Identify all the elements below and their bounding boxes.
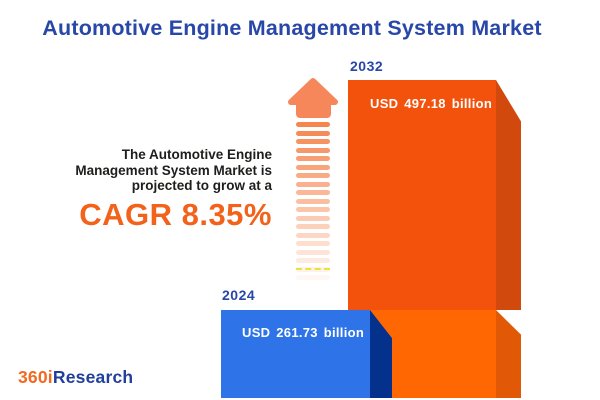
arrow-stripe	[296, 173, 330, 178]
logo-prefix: 360i	[18, 367, 53, 387]
arrow-stripe	[296, 164, 330, 170]
annotation-line-1: The Automotive Engine	[121, 147, 272, 162]
bar-2024-year-label: 2024	[222, 287, 256, 303]
bar-2024-value-label: USD 261.73 billion	[242, 325, 365, 340]
arrow-stripe	[296, 147, 330, 153]
bar-2032-value-label: USD 497.18 billion	[370, 96, 493, 111]
bar-2032-year-label: 2032	[350, 58, 384, 74]
bar-2032-bevel-top	[496, 80, 521, 310]
arrow-stripe	[296, 215, 330, 221]
arrow-stripe	[296, 207, 330, 212]
arrow-stripe	[296, 122, 330, 127]
arrow-stripe	[296, 249, 330, 255]
arrow-stripe	[296, 190, 330, 195]
company-logo: 360iResearch	[18, 367, 133, 388]
growth-arrow-icon	[287, 77, 339, 292]
dashed-guide-line	[296, 268, 330, 270]
logo-suffix: Research	[52, 367, 134, 387]
arrow-stripe	[296, 232, 330, 238]
page-title: Automotive Engine Management System Mark…	[42, 16, 542, 40]
annotation-line-3: projected to grow at a	[131, 178, 272, 193]
cagr-value: CAGR 8.35%	[79, 196, 272, 232]
arrow-stripe	[296, 224, 330, 229]
arrow-stripe	[296, 258, 330, 263]
arrow-stripe	[296, 130, 330, 136]
growth-annotation: The Automotive Engine Management System …	[75, 147, 272, 231]
arrow-stripe	[296, 198, 330, 204]
bar-2024-face	[221, 310, 370, 398]
arrow-stripe	[296, 181, 330, 187]
annotation-line-2: Management System Market is	[75, 162, 272, 178]
arrow-stripe	[296, 156, 330, 161]
arrow-stripe	[296, 275, 330, 280]
arrow-shaft-stripes	[296, 122, 330, 284]
arrow-collar	[296, 100, 331, 118]
bar-2032-face-top	[348, 80, 496, 310]
bar-2032-bevel-bottom	[496, 310, 521, 398]
arrow-stripe	[296, 139, 330, 144]
bar-2024-bevel	[370, 310, 392, 398]
arrow-stripe	[296, 241, 330, 246]
